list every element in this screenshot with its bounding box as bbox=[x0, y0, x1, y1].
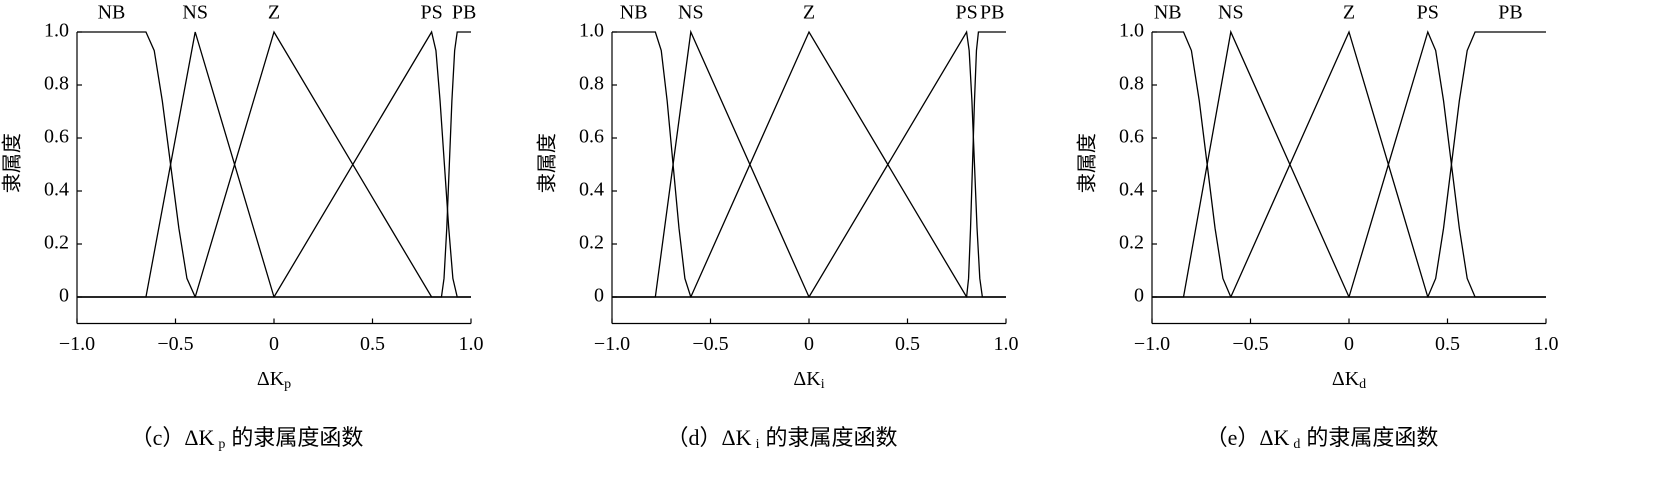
x-label-main: ΔK bbox=[257, 368, 285, 390]
panel: 0 0.2 0.4 0.6 0.8 1.0 −1.0 −0.5 0 0.5 1.0 NB NS Z PS PB… bbox=[536, 2, 1019, 453]
series-label: NS bbox=[678, 2, 704, 24]
y-tick-label: 0.8 bbox=[1119, 73, 1144, 95]
series-label: NS bbox=[1218, 2, 1244, 24]
y-tick-label: 0.2 bbox=[44, 232, 69, 254]
caption: （c）ΔK p 的隶属度函数 bbox=[131, 425, 364, 452]
x-label-main: ΔK bbox=[793, 368, 821, 390]
y-axis-label: 隶属度 bbox=[536, 133, 559, 193]
caption-part: （c）ΔK bbox=[131, 425, 215, 450]
membership-curve bbox=[77, 31, 471, 298]
y-tick-label: 0.8 bbox=[579, 73, 604, 95]
y-tick-label: 0 bbox=[1134, 285, 1144, 307]
series-label: NB bbox=[1154, 2, 1182, 24]
membership-curve bbox=[612, 30, 1006, 298]
x-tick-label: −1.0 bbox=[59, 333, 95, 355]
series-label: NB bbox=[98, 2, 126, 24]
series-label: Z bbox=[803, 2, 815, 24]
x-tick-label: 0 bbox=[1344, 333, 1354, 355]
membership-curve bbox=[612, 30, 1006, 298]
y-tick-label: 0.8 bbox=[44, 73, 69, 95]
y-tick-label: 0.4 bbox=[579, 179, 604, 201]
caption-part: 的隶属度函数 bbox=[231, 425, 363, 450]
x-tick-label: 0.5 bbox=[1435, 333, 1460, 355]
membership-curve bbox=[612, 29, 1006, 298]
y-tick-label: 0.2 bbox=[579, 232, 604, 254]
x-axis-label: ΔKp bbox=[257, 368, 291, 393]
membership-curve bbox=[612, 31, 1006, 298]
series-label: NS bbox=[182, 2, 208, 24]
y-tick-label: 0.4 bbox=[44, 179, 69, 201]
x-tick-label: 1.0 bbox=[1534, 333, 1559, 355]
series-label: Z bbox=[268, 2, 280, 24]
series-label: Z bbox=[1343, 2, 1355, 24]
caption: （d）ΔK i 的隶属度函数 bbox=[667, 425, 898, 452]
x-label-sub: d bbox=[1359, 377, 1366, 392]
membership-curve bbox=[1152, 30, 1546, 298]
x-tick-label: −1.0 bbox=[1134, 333, 1170, 355]
membership-curve bbox=[77, 30, 471, 298]
x-tick-label: 0 bbox=[269, 333, 279, 355]
y-tick-label: 0.2 bbox=[1119, 232, 1144, 254]
y-axis-label: 隶属度 bbox=[1, 133, 24, 193]
caption-sub: p bbox=[218, 437, 225, 452]
series-label: PB bbox=[452, 2, 476, 24]
series-label: PB bbox=[1498, 2, 1522, 24]
caption-part: 的隶属度函数 bbox=[765, 425, 897, 450]
membership-curve bbox=[77, 30, 471, 298]
membership-curve bbox=[77, 31, 471, 298]
y-tick-label: 0.6 bbox=[1119, 126, 1144, 148]
series-label: NB bbox=[620, 2, 648, 24]
series-label: PS bbox=[955, 2, 977, 24]
membership-curve bbox=[77, 31, 471, 298]
series-label: PS bbox=[1417, 2, 1439, 24]
membership-curve bbox=[1152, 31, 1546, 298]
y-tick-label: 0.6 bbox=[44, 126, 69, 148]
x-tick-label: 0.5 bbox=[360, 333, 385, 355]
y-axis-label: 隶属度 bbox=[1076, 133, 1099, 193]
x-tick-label: 1.0 bbox=[994, 333, 1019, 355]
caption-part: 的隶属度函数 bbox=[1306, 425, 1438, 450]
caption-part: （d）ΔK bbox=[667, 425, 752, 450]
membership-curve bbox=[1152, 29, 1546, 298]
x-tick-label: −0.5 bbox=[157, 333, 193, 355]
x-label-main: ΔK bbox=[1332, 368, 1360, 390]
y-tick-label: 1.0 bbox=[579, 20, 604, 42]
panel: 0 0.2 0.4 0.6 0.8 1.0 −1.0 −0.5 0 0.5 1.0 NB NS Z PS PB… bbox=[1, 2, 484, 453]
panel: 0 0.2 0.4 0.6 0.8 1.0 −1.0 −0.5 0 0.5 1.0 NB NS Z PS PB… bbox=[1076, 2, 1559, 453]
membership-curve bbox=[1152, 30, 1546, 298]
x-tick-label: 0 bbox=[804, 333, 814, 355]
x-tick-label: 1.0 bbox=[459, 333, 484, 355]
y-tick-label: 0.4 bbox=[1119, 179, 1144, 201]
y-tick-label: 0 bbox=[594, 285, 604, 307]
y-tick-label: 1.0 bbox=[1119, 20, 1144, 42]
y-tick-label: 0.6 bbox=[579, 126, 604, 148]
x-tick-label: −0.5 bbox=[692, 333, 728, 355]
x-tick-label: −0.5 bbox=[1232, 333, 1268, 355]
series-label: PS bbox=[420, 2, 442, 24]
caption-sub: i bbox=[756, 437, 760, 452]
caption: （e）ΔK d 的隶属度函数 bbox=[1206, 425, 1439, 452]
x-tick-label: 0.5 bbox=[895, 333, 920, 355]
y-tick-label: 0 bbox=[59, 285, 69, 307]
caption-sub: d bbox=[1293, 437, 1300, 452]
membership-curve bbox=[612, 31, 1006, 298]
x-label-sub: p bbox=[284, 377, 291, 392]
x-tick-label: −1.0 bbox=[594, 333, 630, 355]
x-axis-label: ΔKi bbox=[793, 368, 824, 393]
x-axis-label: ΔKd bbox=[1332, 368, 1366, 393]
membership-curve bbox=[1152, 31, 1546, 298]
x-label-sub: i bbox=[821, 377, 825, 392]
y-tick-label: 1.0 bbox=[44, 20, 69, 42]
caption-part: （e）ΔK bbox=[1206, 425, 1290, 450]
series-label: PB bbox=[980, 2, 1004, 24]
